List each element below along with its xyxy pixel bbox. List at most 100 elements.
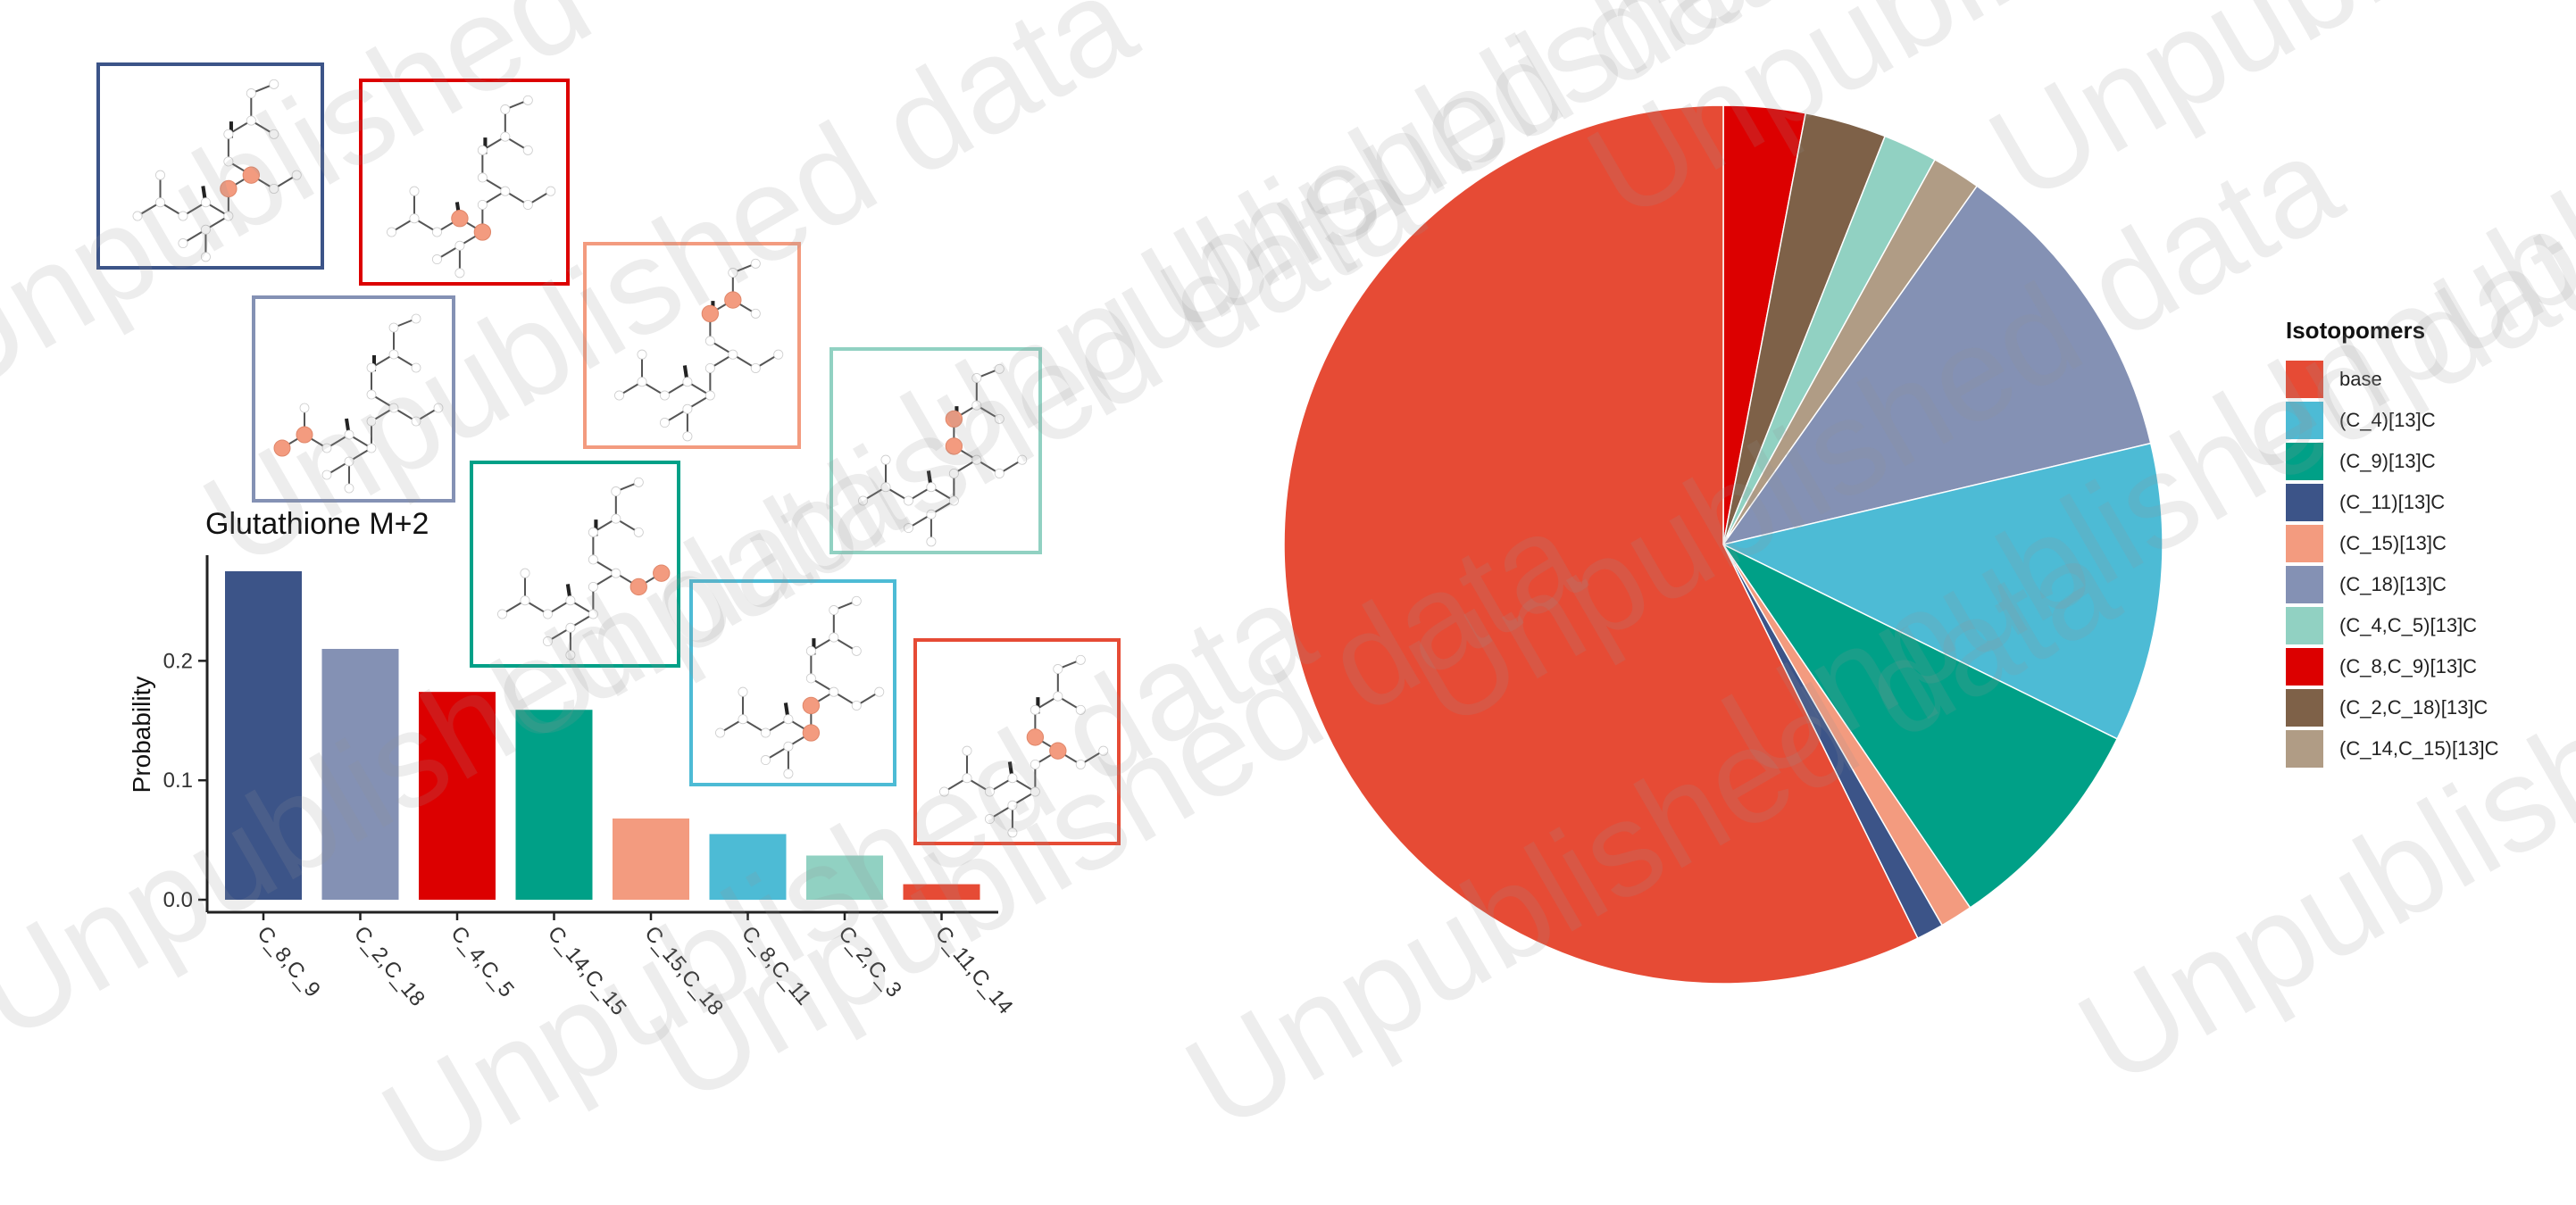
atom <box>971 400 982 411</box>
legend-swatch <box>2286 484 2323 521</box>
bar <box>806 855 883 900</box>
atom <box>299 403 310 413</box>
pie-slice <box>1721 442 2163 740</box>
legend-label: (C_14,C_15)[13]C <box>2339 737 2499 760</box>
highlighted-atom <box>945 410 963 428</box>
atom <box>500 186 511 196</box>
highlighted-atom <box>629 578 647 596</box>
atom <box>939 786 950 797</box>
atom <box>269 129 279 139</box>
legend-item: (C_4)[13]C <box>2286 400 2499 441</box>
atom <box>522 95 533 105</box>
legend-swatch <box>2286 648 2323 686</box>
legend-swatch <box>2286 443 2323 480</box>
legend-items: base (C_4)[13]C (C_9)[13]C (C_11)[13]C (C_15… <box>2286 359 2499 769</box>
bar <box>321 648 399 900</box>
atom <box>962 745 972 756</box>
bar-chart-bars <box>225 571 980 900</box>
atom <box>851 645 862 656</box>
legend-swatch <box>2286 689 2323 727</box>
atom <box>783 741 794 752</box>
atom <box>291 170 302 180</box>
atom <box>704 362 715 373</box>
bar <box>419 692 496 900</box>
atom <box>637 349 647 360</box>
atom <box>200 197 211 208</box>
pie-chart <box>1283 104 2163 985</box>
atom <box>633 477 644 487</box>
highlighted-atom <box>653 564 671 582</box>
atom <box>522 145 533 155</box>
atom <box>246 115 256 126</box>
atom <box>178 238 188 249</box>
atom <box>1017 454 1028 465</box>
atom <box>728 349 738 360</box>
atom <box>588 527 598 537</box>
atom <box>926 509 937 519</box>
highlighted-atom <box>1026 728 1045 746</box>
y-tick-label: 0.2 <box>163 649 193 673</box>
atom <box>1030 786 1040 797</box>
atom <box>750 308 761 319</box>
legend-label: (C_15)[13]C <box>2339 532 2447 554</box>
atom <box>1053 691 1063 702</box>
atom <box>344 429 354 440</box>
atom <box>880 482 891 493</box>
atom <box>366 362 377 373</box>
highlighted-atom <box>451 210 469 228</box>
structure-inset <box>470 461 680 668</box>
atom <box>1007 827 1018 838</box>
atom <box>520 568 530 578</box>
bar <box>613 819 689 900</box>
structure-inset <box>583 242 801 449</box>
atom <box>994 468 1005 478</box>
bar-chart-ylabel: Probability <box>128 677 155 794</box>
legend-label: (C_2,C_18)[13]C <box>2339 696 2488 719</box>
atom <box>520 595 530 606</box>
legend-swatch <box>2286 607 2323 644</box>
atom <box>546 186 556 196</box>
atom <box>588 609 598 619</box>
legend-title: Isotopomers <box>2286 317 2426 344</box>
atom <box>903 523 913 534</box>
atom <box>1075 704 1086 715</box>
legend-item: (C_8,C_9)[13]C <box>2286 646 2499 687</box>
atom <box>738 714 748 725</box>
structure-inset <box>252 295 455 503</box>
atom <box>200 224 211 235</box>
molecule-drawing <box>614 258 784 442</box>
legend-label: (C_9)[13]C <box>2339 450 2436 472</box>
atom <box>1075 759 1086 769</box>
atom <box>805 645 816 656</box>
atom <box>971 373 982 384</box>
atom <box>750 362 761 373</box>
bar <box>903 884 980 900</box>
atom <box>926 536 937 547</box>
atom <box>155 197 165 208</box>
atom <box>738 686 748 697</box>
atom <box>851 700 862 711</box>
highlighted-atom <box>1049 742 1067 760</box>
molecule-drawing <box>132 79 302 262</box>
atom <box>588 581 598 592</box>
atom <box>565 595 576 606</box>
legend-label: base <box>2339 368 2382 390</box>
atom <box>614 390 625 401</box>
bar <box>225 571 302 900</box>
legend-swatch <box>2286 730 2323 768</box>
structure-inset <box>913 638 1121 845</box>
atom <box>477 199 488 210</box>
pie-slice <box>1722 185 2152 546</box>
atom <box>874 686 885 697</box>
molecule-drawing <box>939 654 1109 838</box>
atom <box>659 390 670 401</box>
atom <box>321 470 332 480</box>
atom <box>477 172 488 183</box>
atom <box>1075 654 1086 665</box>
legend-item: (C_11)[13]C <box>2286 482 2499 523</box>
atom <box>1007 800 1018 810</box>
atom <box>659 418 670 428</box>
atom <box>858 495 869 506</box>
atom <box>321 443 332 453</box>
